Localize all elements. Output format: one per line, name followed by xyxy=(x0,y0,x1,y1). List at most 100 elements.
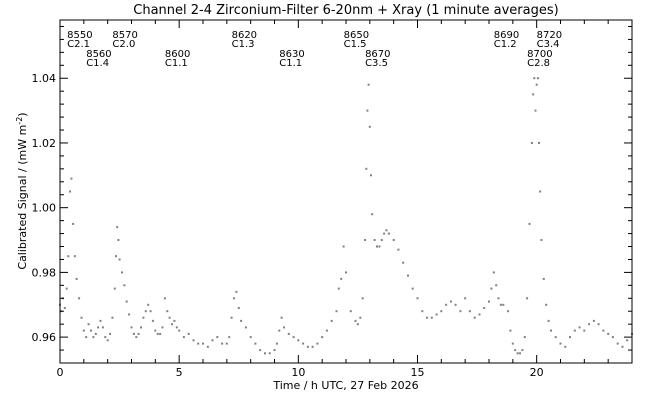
data-point xyxy=(490,287,493,290)
data-point xyxy=(621,345,624,348)
y-axis-label-exponent: -2 xyxy=(15,117,24,125)
data-point xyxy=(101,326,104,329)
data-point xyxy=(235,290,238,293)
data-point xyxy=(499,303,502,306)
y-tick-label: 1.00 xyxy=(32,202,57,215)
data-point xyxy=(111,316,114,319)
data-point xyxy=(75,277,78,280)
data-point xyxy=(94,332,97,335)
data-point xyxy=(616,342,619,345)
flare-class-label: C1.2 xyxy=(494,39,517,50)
data-point xyxy=(192,339,195,342)
data-point xyxy=(368,125,371,128)
data-point xyxy=(370,174,372,177)
data-point xyxy=(128,313,131,316)
data-point xyxy=(273,349,276,352)
data-point xyxy=(90,329,92,332)
data-point xyxy=(259,349,262,352)
data-point xyxy=(325,329,328,332)
data-point xyxy=(611,336,614,339)
data-point xyxy=(147,303,150,306)
data-point xyxy=(211,339,214,342)
data-point xyxy=(536,77,539,80)
data-point xyxy=(626,339,629,342)
data-point xyxy=(240,319,243,322)
data-point xyxy=(564,345,567,348)
data-point xyxy=(121,271,123,274)
flare-event-label: 8570 xyxy=(112,30,137,41)
data-point xyxy=(597,323,600,326)
data-point xyxy=(397,248,400,251)
data-point xyxy=(354,319,357,322)
data-point xyxy=(113,287,116,290)
data-point xyxy=(509,329,512,332)
data-point xyxy=(530,142,533,144)
data-point xyxy=(602,329,605,332)
data-point xyxy=(321,336,324,339)
data-point xyxy=(92,336,95,339)
data-point xyxy=(316,342,319,345)
data-point xyxy=(545,303,548,306)
data-point xyxy=(63,307,66,309)
data-points xyxy=(59,77,633,355)
data-point xyxy=(361,297,364,300)
y-tick-label: 0.96 xyxy=(32,331,57,344)
x-tick-label: 0 xyxy=(57,366,64,379)
data-point xyxy=(519,352,521,355)
data-point xyxy=(283,326,285,329)
data-point xyxy=(607,332,610,335)
flare-class-label: C2.8 xyxy=(527,58,550,69)
flare-annotations: 8550C2.18560C1.48570C2.08600C1.18620C1.3… xyxy=(67,30,562,69)
data-point xyxy=(163,297,166,300)
data-point xyxy=(550,329,552,332)
data-point xyxy=(473,316,476,319)
data-point xyxy=(454,303,457,306)
data-point xyxy=(178,329,181,332)
flare-event-label: 8690 xyxy=(494,30,519,41)
data-point xyxy=(225,342,228,345)
data-point xyxy=(173,319,176,322)
data-point xyxy=(407,274,409,277)
data-point xyxy=(118,258,121,261)
data-point xyxy=(492,271,495,274)
data-point xyxy=(292,336,295,339)
y-tick-label: 1.04 xyxy=(32,72,57,85)
data-point xyxy=(87,323,90,326)
data-point xyxy=(130,326,133,329)
data-point xyxy=(70,177,73,180)
data-point xyxy=(221,342,224,345)
data-point xyxy=(151,319,154,322)
data-point xyxy=(449,300,452,303)
data-point xyxy=(275,342,278,345)
data-point xyxy=(115,255,117,258)
data-point xyxy=(116,226,119,229)
data-point xyxy=(416,297,419,300)
data-point xyxy=(359,316,362,319)
data-point xyxy=(402,261,405,264)
flare-event-label: 8700 xyxy=(527,49,552,60)
data-point xyxy=(385,229,388,232)
flare-event-label: 8720 xyxy=(537,30,562,41)
data-point xyxy=(533,77,536,80)
data-point xyxy=(99,319,102,322)
flare-class-label: C2.1 xyxy=(67,39,90,50)
flare-event-label: 8550 xyxy=(67,30,92,41)
data-point xyxy=(137,332,140,335)
data-point xyxy=(78,297,81,300)
data-point xyxy=(82,329,85,332)
data-point xyxy=(166,310,169,313)
y-axis-label-close: ) xyxy=(16,112,29,116)
data-point xyxy=(159,332,162,335)
data-point xyxy=(65,287,68,290)
data-point xyxy=(330,319,333,322)
data-point xyxy=(161,326,164,329)
data-point xyxy=(532,93,535,96)
data-point xyxy=(514,349,517,352)
flare-class-label: C1.4 xyxy=(86,58,109,69)
data-point xyxy=(237,307,240,309)
data-point xyxy=(140,326,142,329)
data-point xyxy=(230,316,233,319)
flare-event-label: 8630 xyxy=(279,49,304,60)
x-tick-label: 15 xyxy=(411,366,425,379)
data-point xyxy=(380,239,383,241)
